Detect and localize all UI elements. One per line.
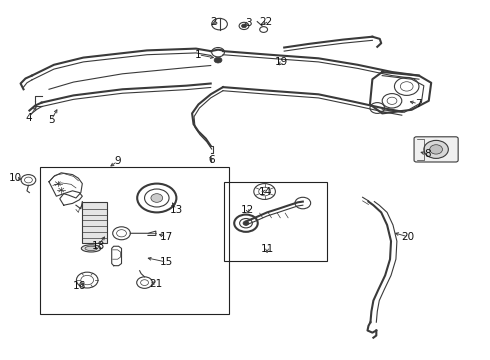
Text: 20: 20: [402, 232, 415, 242]
Bar: [224, 182, 327, 261]
FancyBboxPatch shape: [414, 137, 458, 162]
Text: 15: 15: [160, 257, 173, 267]
Ellipse shape: [81, 245, 101, 252]
Text: 6: 6: [208, 155, 215, 165]
Text: 21: 21: [149, 279, 163, 289]
Text: 3: 3: [245, 18, 252, 28]
Text: 9: 9: [114, 156, 121, 166]
Text: 22: 22: [259, 17, 272, 27]
Text: 14: 14: [259, 186, 272, 197]
Circle shape: [430, 145, 442, 154]
Circle shape: [242, 24, 246, 28]
Text: 8: 8: [424, 149, 431, 159]
Bar: [82, 202, 107, 243]
Text: 18: 18: [91, 240, 105, 251]
Text: 5: 5: [48, 114, 55, 125]
Circle shape: [424, 140, 448, 158]
Text: 10: 10: [9, 173, 22, 183]
Ellipse shape: [85, 246, 97, 251]
Text: 2: 2: [210, 17, 217, 27]
Circle shape: [243, 221, 249, 225]
Circle shape: [151, 194, 163, 202]
Bar: [40, 167, 229, 314]
Text: 7: 7: [415, 99, 421, 109]
Text: 1: 1: [195, 50, 202, 60]
Text: 16: 16: [73, 281, 86, 291]
Text: 11: 11: [260, 244, 274, 254]
Text: 12: 12: [241, 204, 254, 215]
Circle shape: [214, 57, 222, 63]
Text: 4: 4: [25, 113, 32, 123]
Text: 13: 13: [170, 204, 183, 215]
Text: 17: 17: [160, 232, 173, 242]
Text: 19: 19: [275, 57, 289, 67]
